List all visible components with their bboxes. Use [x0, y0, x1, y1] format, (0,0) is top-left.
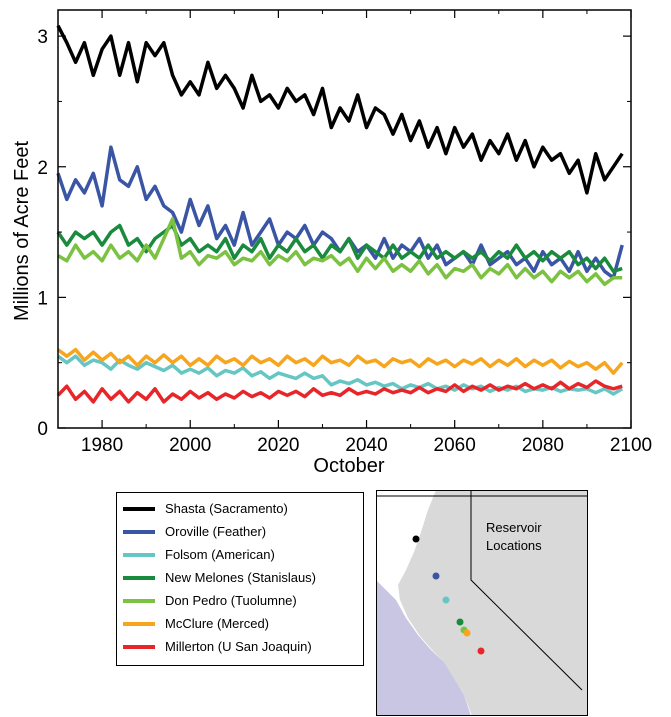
- legend-swatch: [123, 621, 155, 626]
- map-frame: [376, 490, 588, 716]
- legend-label: Oroville (Feather): [165, 524, 267, 539]
- marker-shasta: [412, 535, 420, 543]
- legend-item: New Melones (Stanislaus): [123, 566, 363, 589]
- x-tick-label: 1980: [81, 435, 123, 456]
- series-line-6: [56, 379, 623, 404]
- reservoir-storage-chart: 1980 2000 2020 2040 2060 2080 2100 0 1 2 3 October…: [11, 9, 652, 477]
- state-border: [470, 490, 583, 691]
- x-tick-label: 2080: [522, 435, 564, 456]
- map-title-line2: Locations: [486, 538, 542, 553]
- x-tick-label: 2040: [345, 435, 387, 456]
- marker-millerton: [477, 647, 485, 655]
- legend-item: Millerton (U San Joaquin): [123, 635, 363, 658]
- y-tick-label: 2: [37, 158, 48, 179]
- marker-oroville: [432, 572, 440, 580]
- legend-swatch: [123, 506, 155, 511]
- plot-frame: [57, 9, 632, 429]
- y-tick-label: 3: [37, 27, 48, 48]
- y-tick-label: 0: [37, 419, 48, 440]
- x-tick-label: 2000: [169, 435, 211, 456]
- x-axis-title: October: [313, 455, 384, 477]
- marker-mcclure: [463, 629, 471, 637]
- reservoir-location-map: Reservoir Locations: [376, 490, 588, 716]
- series-line-5: [56, 347, 624, 375]
- x-tick-label: 2100: [610, 435, 652, 456]
- legend-label: Don Pedro (Tuolumne): [165, 593, 297, 608]
- plot-area: [56, 24, 624, 404]
- x-tick-label: 2020: [257, 435, 299, 456]
- x-tick-label: 2060: [434, 435, 476, 456]
- legend-item: Shasta (Sacramento): [123, 497, 363, 520]
- series-line-0: [56, 24, 624, 195]
- legend-item: Don Pedro (Tuolumne): [123, 589, 363, 612]
- legend: Shasta (Sacramento) Oroville (Feather) Fol…: [116, 492, 364, 666]
- legend-item: McClure (Merced): [123, 612, 363, 635]
- marker-folsom: [442, 596, 450, 604]
- series-line-3: [56, 223, 623, 274]
- legend-label: Shasta (Sacramento): [165, 501, 288, 516]
- series-line-2: [56, 354, 624, 396]
- legend-swatch: [123, 552, 155, 557]
- y-tick-label: 1: [37, 288, 48, 309]
- california-land: [398, 490, 588, 716]
- legend-swatch: [123, 529, 155, 534]
- ocean: [376, 580, 471, 716]
- legend-swatch: [123, 575, 155, 580]
- legend-swatch: [123, 644, 155, 649]
- legend-label: Millerton (U San Joaquin): [165, 639, 312, 654]
- legend-item: Oroville (Feather): [123, 520, 363, 543]
- legend-label: Folsom (American): [165, 547, 275, 562]
- map-title-line1: Reservoir: [486, 520, 542, 535]
- series-line-4: [57, 217, 623, 287]
- y-axis-title: Millions of Acre Feet: [11, 141, 33, 322]
- legend-label: New Melones (Stanislaus): [165, 570, 317, 585]
- axes: 1980 2000 2020 2040 2060 2080 2100 0 1 2 3: [37, 9, 652, 456]
- legend-item: Folsom (American): [123, 543, 363, 566]
- legend-label: McClure (Merced): [165, 616, 270, 631]
- legend-swatch: [123, 598, 155, 603]
- marker-new-melones: [456, 618, 464, 626]
- series-line-1: [56, 145, 624, 280]
